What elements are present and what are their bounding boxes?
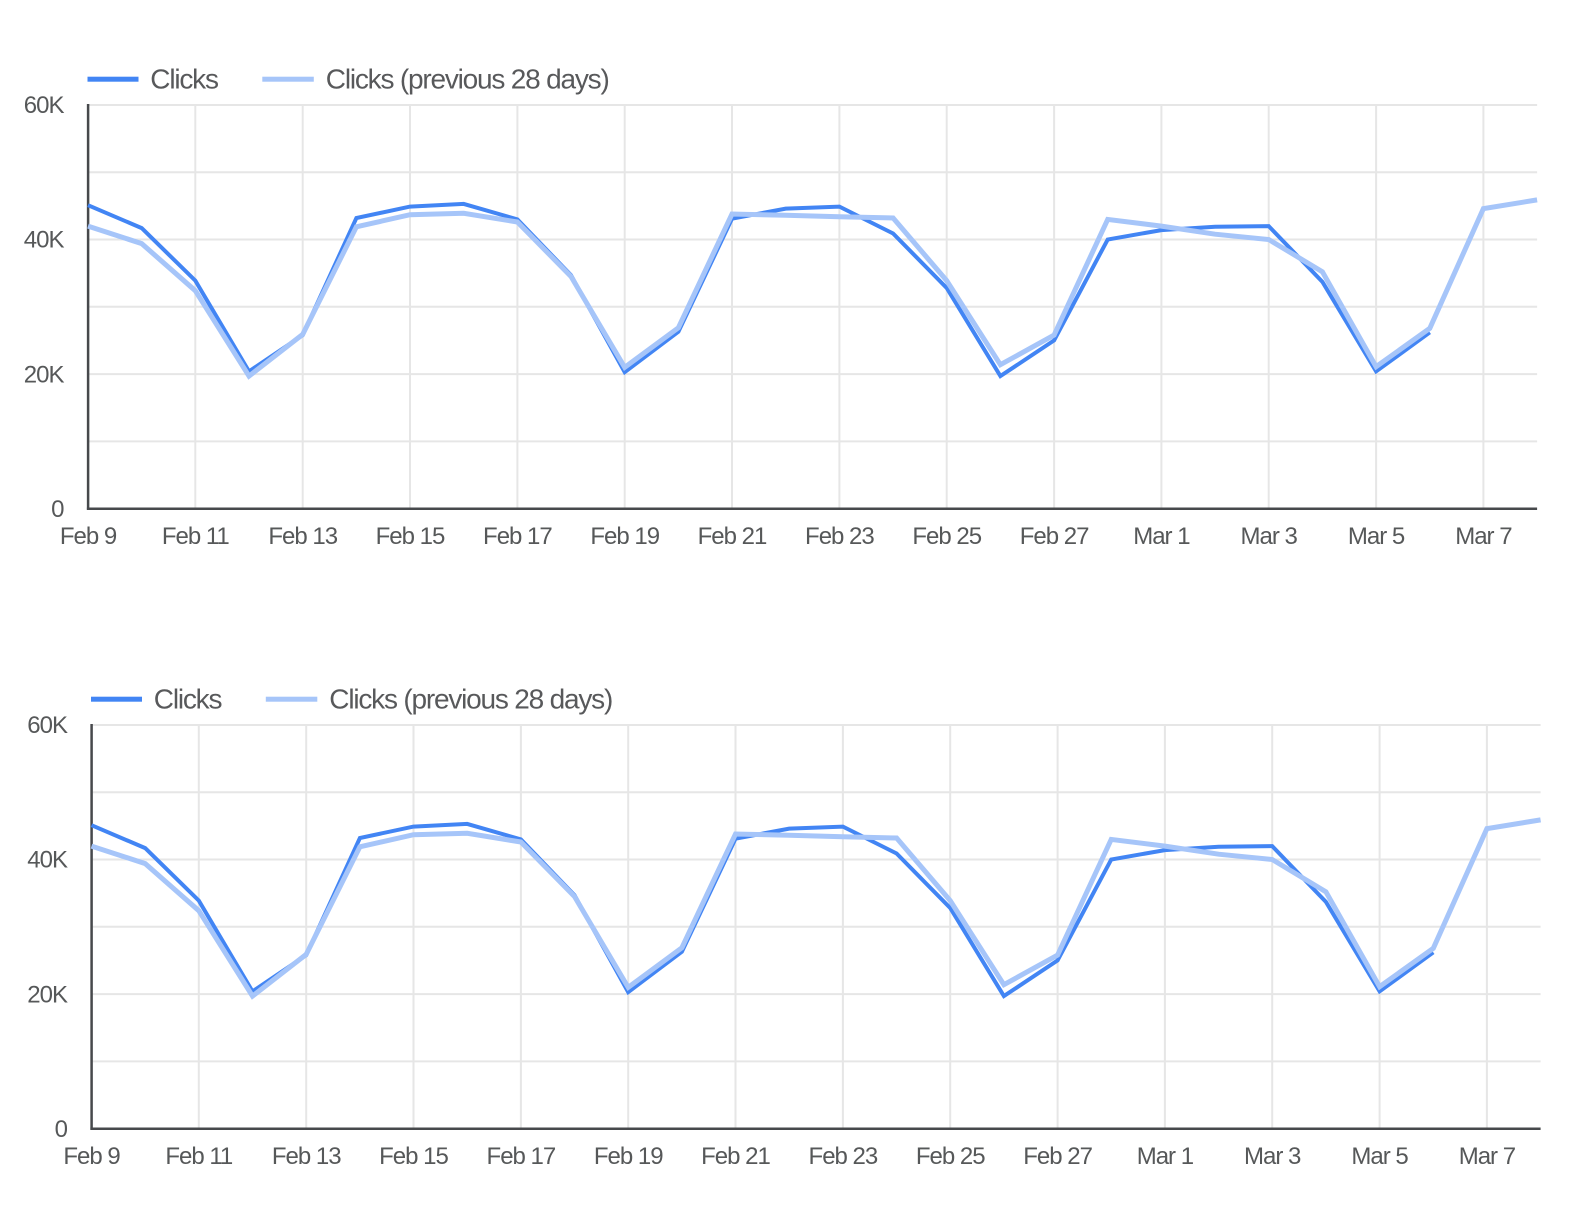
svg-text:Clicks (previous 28 days): Clicks (previous 28 days)	[329, 683, 612, 714]
svg-text:Feb 19: Feb 19	[594, 1143, 663, 1170]
svg-text:20K: 20K	[27, 981, 68, 1008]
svg-text:Feb 25: Feb 25	[916, 1143, 985, 1170]
svg-text:0: 0	[55, 1116, 68, 1143]
svg-text:Feb 23: Feb 23	[809, 1143, 878, 1170]
svg-text:Feb 9: Feb 9	[63, 1143, 120, 1170]
svg-text:0: 0	[51, 496, 64, 523]
svg-text:Feb 13: Feb 13	[268, 523, 337, 550]
svg-text:Mar 1: Mar 1	[1137, 1143, 1194, 1170]
svg-text:Feb 23: Feb 23	[805, 523, 874, 550]
svg-text:Feb 25: Feb 25	[912, 523, 981, 550]
svg-text:Mar 1: Mar 1	[1133, 523, 1190, 550]
svg-text:Clicks: Clicks	[150, 63, 218, 94]
svg-text:Clicks: Clicks	[154, 683, 222, 714]
svg-text:Mar 3: Mar 3	[1241, 523, 1298, 550]
svg-text:Mar 7: Mar 7	[1455, 523, 1512, 550]
svg-text:Feb 15: Feb 15	[376, 523, 445, 550]
svg-text:Feb 15: Feb 15	[379, 1143, 448, 1170]
svg-text:60K: 60K	[24, 92, 65, 119]
svg-text:Mar 7: Mar 7	[1459, 1143, 1516, 1170]
svg-text:Feb 21: Feb 21	[701, 1143, 770, 1170]
svg-text:Feb 9: Feb 9	[60, 523, 117, 550]
svg-text:Feb 17: Feb 17	[487, 1143, 556, 1170]
svg-text:Feb 27: Feb 27	[1023, 1143, 1092, 1170]
svg-text:Mar 5: Mar 5	[1351, 1143, 1408, 1170]
svg-text:20K: 20K	[24, 361, 65, 388]
svg-text:Feb 19: Feb 19	[590, 523, 659, 550]
svg-text:Feb 13: Feb 13	[272, 1143, 341, 1170]
svg-text:40K: 40K	[24, 227, 65, 254]
svg-text:Mar 3: Mar 3	[1244, 1143, 1301, 1170]
svg-text:Clicks (previous 28 days): Clicks (previous 28 days)	[326, 63, 609, 94]
svg-text:Feb 17: Feb 17	[483, 523, 552, 550]
svg-text:Feb 21: Feb 21	[698, 523, 767, 550]
svg-text:Feb 11: Feb 11	[162, 523, 230, 550]
svg-text:60K: 60K	[27, 712, 68, 739]
svg-text:Mar 5: Mar 5	[1348, 523, 1405, 550]
svg-text:Feb 11: Feb 11	[165, 1143, 233, 1170]
svg-text:40K: 40K	[27, 847, 68, 874]
svg-text:Feb 27: Feb 27	[1020, 523, 1089, 550]
